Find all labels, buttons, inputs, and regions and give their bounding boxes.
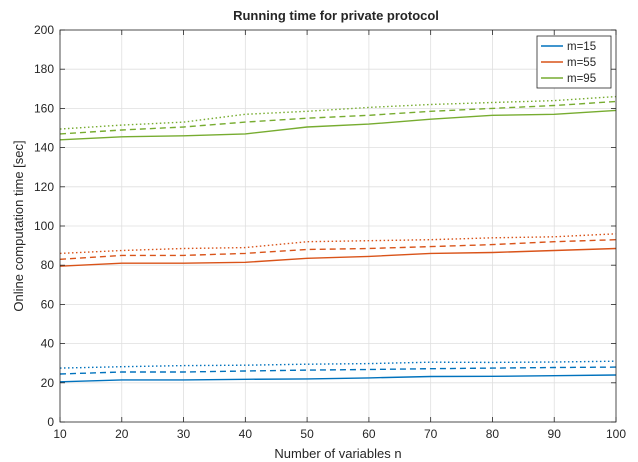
x-tick-label: 90 xyxy=(548,427,562,441)
series-line-solid xyxy=(59,374,617,383)
y-tick-label: 200 xyxy=(34,23,54,37)
x-tick-label: 80 xyxy=(486,427,500,441)
x-tick-label: 70 xyxy=(424,427,438,441)
series-line-dashed xyxy=(59,100,617,135)
y-axis-ticks: 0 20 40 60 80 100 120 140 160 180 200 xyxy=(34,23,616,429)
series-line-dashed xyxy=(59,239,617,260)
x-tick-label: 50 xyxy=(300,427,314,441)
series-line-solid xyxy=(59,247,617,267)
y-tick-label: 100 xyxy=(34,219,54,233)
series-layer xyxy=(59,95,617,383)
y-tick-label: 60 xyxy=(41,297,55,311)
y-axis-label: Online computation time [sec] xyxy=(11,140,26,311)
x-tick-label: 60 xyxy=(362,427,376,441)
x-tick-label: 30 xyxy=(177,427,191,441)
x-tick-label: 10 xyxy=(53,427,67,441)
x-tick-label: 40 xyxy=(239,427,253,441)
chart-title: Running time for private protocol xyxy=(233,8,439,23)
y-tick-label: 120 xyxy=(34,180,54,194)
series-line-dashed xyxy=(59,366,617,375)
series-line-dotted xyxy=(59,95,617,130)
y-tick-label: 160 xyxy=(34,101,54,115)
x-tick-label: 100 xyxy=(606,427,626,441)
legend-label: m=15 xyxy=(567,41,596,53)
x-tick-label: 20 xyxy=(115,427,129,441)
legend-label: m=55 xyxy=(567,57,596,69)
series-line-dotted xyxy=(59,360,617,369)
legend: m=15 m=55 m=95 xyxy=(536,35,612,89)
series-line-solid xyxy=(59,109,617,141)
legend-label: m=95 xyxy=(567,73,596,85)
y-tick-label: 80 xyxy=(41,258,55,272)
x-axis-label: Number of variables n xyxy=(274,446,401,461)
series-line-dotted xyxy=(59,233,617,255)
y-tick-label: 0 xyxy=(47,415,54,429)
y-tick-label: 20 xyxy=(41,376,55,390)
y-tick-label: 180 xyxy=(34,62,54,76)
y-tick-label: 40 xyxy=(41,337,55,351)
y-tick-label: 140 xyxy=(34,141,54,155)
x-axis-ticks: 10 20 30 40 50 60 70 80 90 100 xyxy=(53,30,626,441)
